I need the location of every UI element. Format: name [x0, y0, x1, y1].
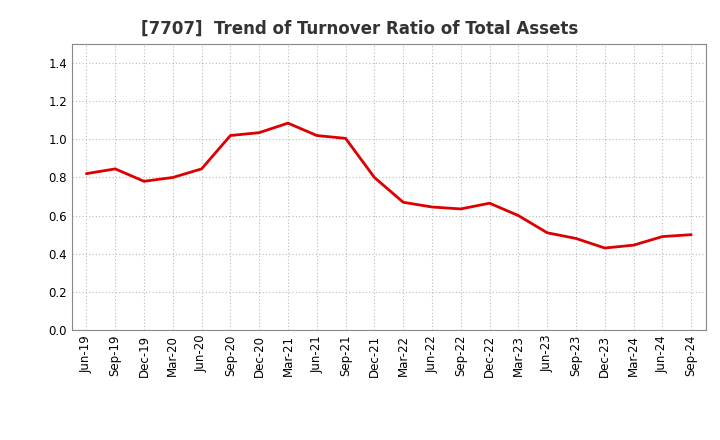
Text: [7707]  Trend of Turnover Ratio of Total Assets: [7707] Trend of Turnover Ratio of Total … [141, 20, 579, 38]
